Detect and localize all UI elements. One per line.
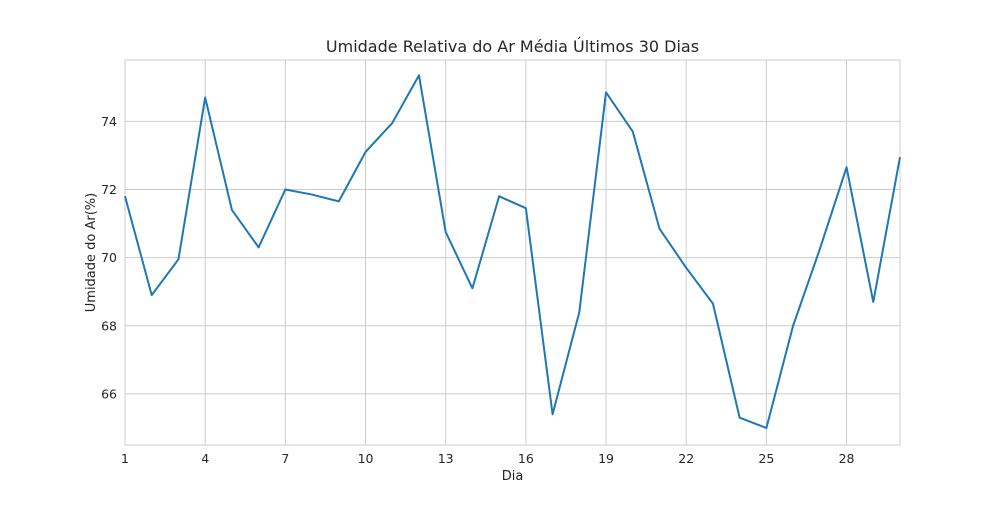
x-tick-label: 19	[598, 451, 614, 466]
y-tick-label: 72	[101, 182, 117, 197]
x-tick-label: 22	[678, 451, 694, 466]
plot-area-frame	[124, 59, 901, 446]
y-tick-labels: 66 68 70 72 74	[101, 114, 117, 402]
chart-title: Umidade Relativa do Ar Média Últimos 30 …	[326, 37, 699, 56]
x-gridlines	[124, 60, 848, 445]
y-axis-label: Umidade do Ar(%)	[84, 193, 99, 312]
y-tick-label: 66	[101, 386, 117, 401]
x-tick-label: 25	[758, 451, 774, 466]
y-gridlines	[125, 120, 900, 395]
x-tick-label: 4	[201, 451, 209, 466]
y-tick-label: 68	[101, 318, 117, 333]
x-tick-label: 28	[839, 451, 855, 466]
x-tick-label: 1	[121, 451, 129, 466]
x-tick-label: 13	[438, 451, 454, 466]
y-tick-label: 70	[101, 250, 117, 265]
y-tick-label: 74	[101, 114, 117, 129]
x-tick-label: 16	[518, 451, 534, 466]
x-axis-label: Dia	[502, 469, 524, 484]
series-line	[124, 74, 901, 429]
x-tick-label: 7	[281, 451, 289, 466]
x-tick-label: 10	[358, 451, 374, 466]
x-tick-labels: 1 4 7 10 13 16 19 22 25 28	[121, 451, 855, 466]
